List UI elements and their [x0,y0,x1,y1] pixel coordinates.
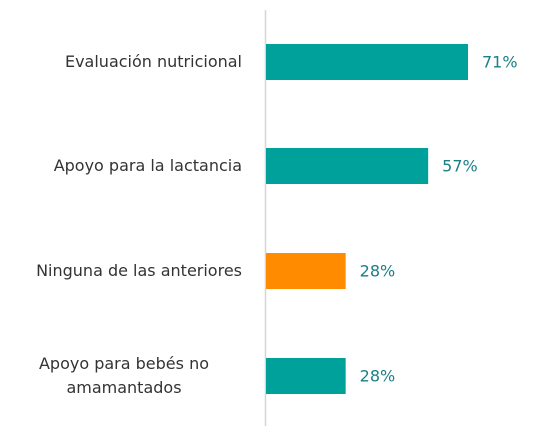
category-text: Ninguna de las anteriores [36,261,242,280]
value-label: 28% [360,262,396,281]
category-text: Evaluación nutricional [64,52,242,71]
category-label: Evaluación nutricional [0,32,242,92]
bar [266,358,346,394]
value-label: 57% [442,157,478,176]
category-label: Apoyo para la lactancia [0,136,242,196]
value-label: 28% [360,367,396,386]
value-label: 71% [482,53,518,72]
category-label: Apoyo para bebés no amamantados [0,346,242,406]
category-text: Apoyo para la lactancia [53,156,242,175]
bar [266,253,346,289]
bar [266,44,468,80]
category-text: Apoyo para bebés no amamantados [38,354,209,397]
bar [266,148,429,184]
category-label: Ninguna de las anteriores [0,241,242,301]
